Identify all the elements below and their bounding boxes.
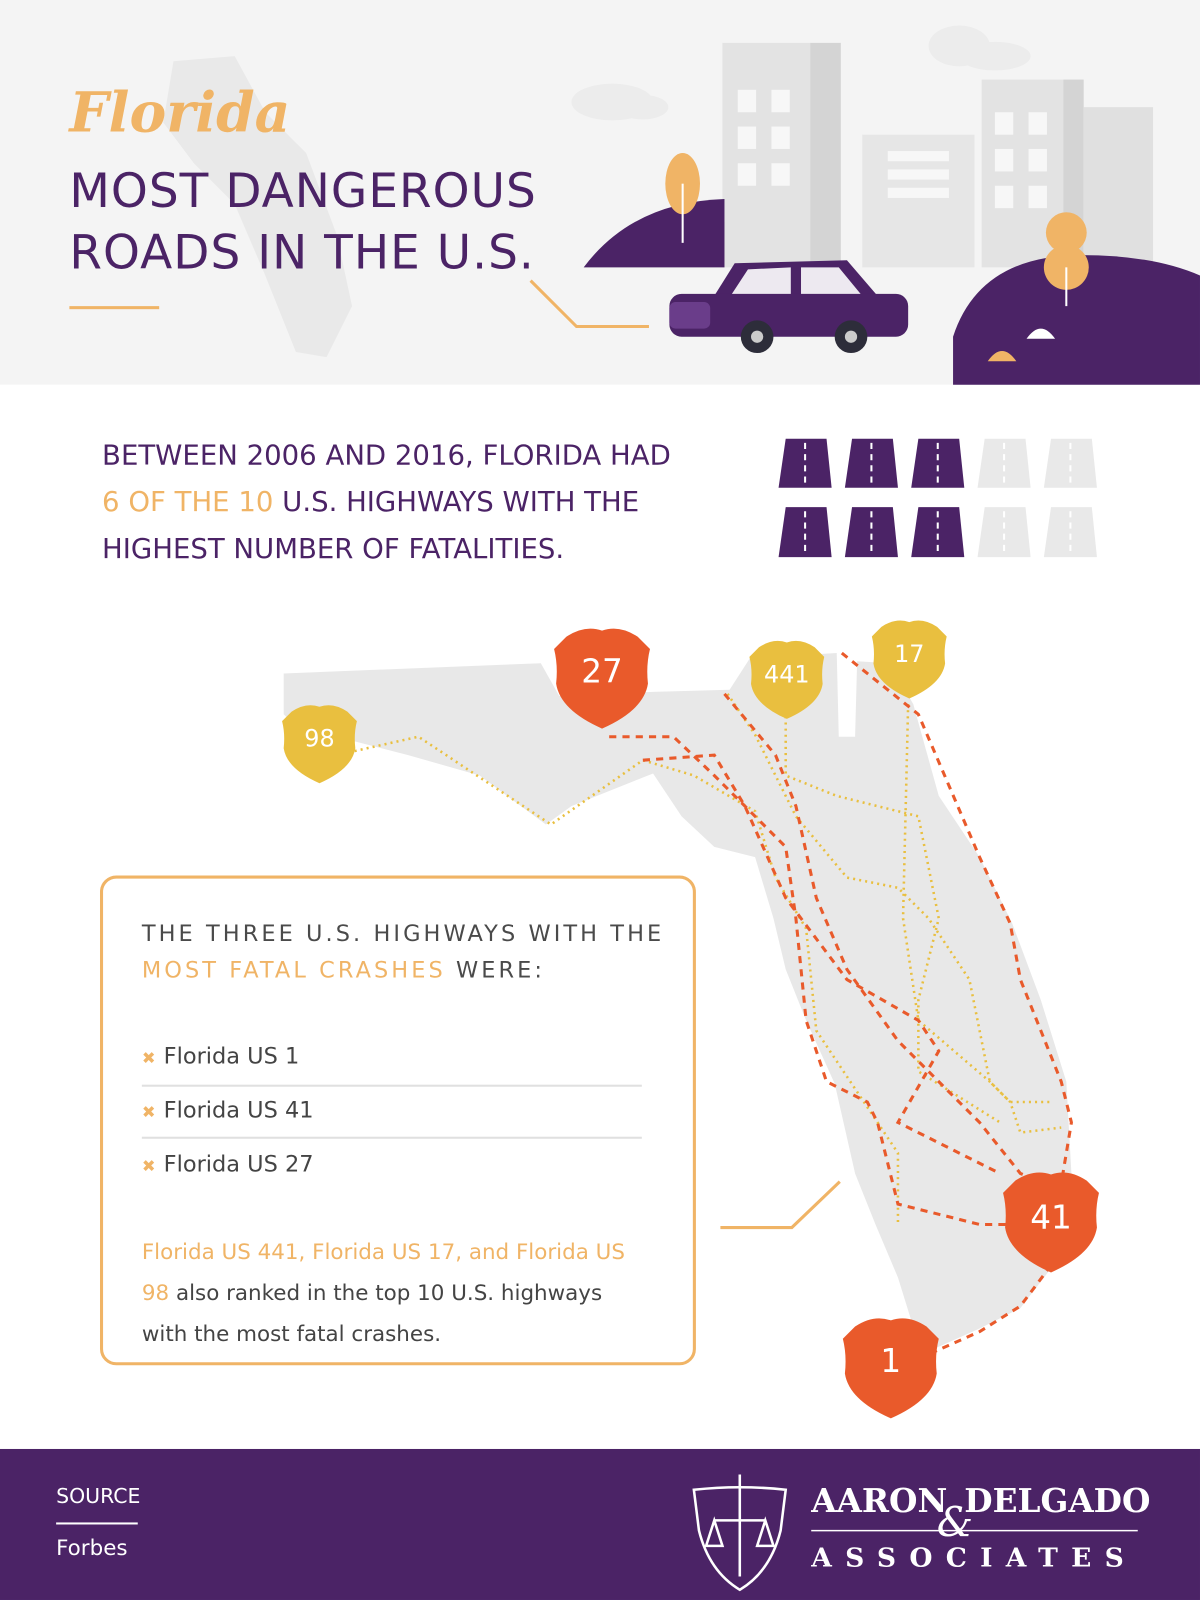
shield: 98 xyxy=(282,705,357,784)
road-icons xyxy=(778,438,1097,558)
shield-label: 1 xyxy=(880,1342,901,1380)
routes-minor xyxy=(336,693,1062,1225)
shield-label: 27 xyxy=(581,652,623,690)
script-title: Florida xyxy=(69,79,291,145)
logo-amp: & xyxy=(936,1499,974,1547)
shield: 441 xyxy=(749,640,825,719)
list-item: Florida US 41 xyxy=(142,1098,314,1124)
shield-label: 441 xyxy=(764,660,810,688)
note-rest: also ranked in the top 10 U.S. highways … xyxy=(141,1280,603,1346)
box-heading: MOST FATAL CRASHES WERE: xyxy=(142,958,545,984)
source-label: SOURCE xyxy=(56,1483,141,1509)
stat-line: HIGHEST NUMBER OF FATALITIES. xyxy=(102,533,565,566)
dome xyxy=(1026,328,1056,339)
clouds xyxy=(571,25,1031,121)
info-box: THE THREE U.S. HIGHWAYS WITH THE MOST FA… xyxy=(99,875,696,1366)
shield: 27 xyxy=(554,628,650,729)
list-item: Florida US 1 xyxy=(142,1044,300,1070)
car xyxy=(669,260,909,354)
shield: 41 xyxy=(1003,1172,1099,1273)
note: Florida US 441, Florida US 17, and Flori… xyxy=(142,1232,632,1354)
shield-label: 17 xyxy=(894,640,924,668)
stat-line: BETWEEN 2006 AND 2016, FLORIDA HAD xyxy=(102,439,671,472)
box-heading-end: WERE: xyxy=(456,958,546,984)
dome xyxy=(987,351,1017,362)
footer-bg xyxy=(0,1448,1200,1600)
hill xyxy=(953,255,1200,385)
hill xyxy=(583,198,725,268)
routes-major xyxy=(609,651,1073,1354)
logo-name: AARON xyxy=(811,1481,948,1521)
box-heading: THE THREE U.S. HIGHWAYS WITH THE xyxy=(141,921,665,947)
shield-label: 41 xyxy=(1030,1198,1072,1236)
list-item: Florida US 27 xyxy=(142,1152,314,1178)
title-underline xyxy=(69,306,160,310)
source: Forbes xyxy=(56,1535,128,1561)
connector xyxy=(529,279,649,329)
stat-line-rest: U.S. HIGHWAYS WITH THE xyxy=(282,486,640,519)
divider xyxy=(141,1084,642,1087)
tree xyxy=(1045,212,1087,254)
shield: 17 xyxy=(871,620,947,699)
stat-line: 6 OF THE 10 U.S. HIGHWAYS WITH THE xyxy=(102,480,671,527)
title-line: ROADS IN THE U.S. xyxy=(69,224,535,280)
florida-map xyxy=(283,653,1072,1349)
logo-crest xyxy=(692,1474,788,1592)
note-highlight: Florida US 441, Florida US 17, and Flori… xyxy=(141,1239,625,1306)
shield-label: 98 xyxy=(304,725,334,753)
title-line: MOST DANGEROUS xyxy=(69,163,537,219)
stat-highlight: 6 OF THE 10 xyxy=(102,486,274,519)
stat-text: BETWEEN 2006 AND 2016, FLORIDA HAD 6 OF … xyxy=(102,433,671,574)
florida-silhouette xyxy=(163,56,353,358)
divider xyxy=(141,1136,642,1139)
logo-sub: ASSOCIATES xyxy=(811,1542,1138,1574)
shield: 1 xyxy=(842,1318,939,1419)
connector xyxy=(720,1180,841,1230)
buildings xyxy=(722,42,1154,271)
logo-name: DELGADO xyxy=(964,1481,1151,1521)
source-underline xyxy=(56,1522,138,1525)
box-highlight: MOST FATAL CRASHES xyxy=(141,958,446,984)
